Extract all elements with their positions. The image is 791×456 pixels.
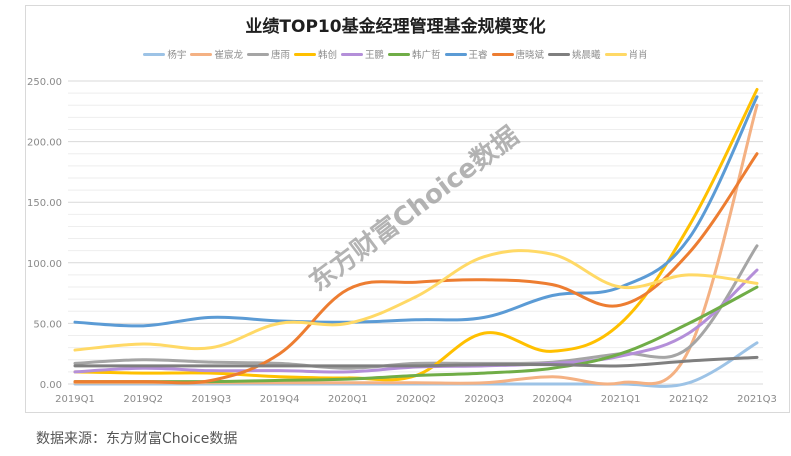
series-line <box>73 95 759 328</box>
legend-item: 韩创 <box>293 47 337 61</box>
data-source-caption: 数据来源：东方财富Choice数据 <box>36 431 238 447</box>
legend-item: 姚晨曦 <box>548 47 601 61</box>
y-tick-label: 0.00 <box>40 380 62 391</box>
legend-label: 韩广哲 <box>412 50 441 61</box>
legend-label: 杨宇 <box>167 50 187 61</box>
legend-label: 肖肖 <box>628 50 648 61</box>
series-line <box>73 249 759 352</box>
legend-swatch <box>548 52 571 56</box>
watermark: 东方财富Choice数据 <box>304 120 525 297</box>
series-line <box>73 87 759 382</box>
legend-item: 韩广哲 <box>388 47 441 61</box>
y-tick-label: 100.00 <box>27 259 62 270</box>
legend-swatch <box>340 52 363 56</box>
series-line <box>73 244 759 370</box>
legend-swatch <box>143 52 166 56</box>
legend-label: 王睿 <box>468 50 488 61</box>
legend-swatch <box>293 52 316 56</box>
legend-label: 王鹏 <box>364 50 384 61</box>
legend-label: 唐晓斌 <box>515 50 545 61</box>
legend-swatch <box>388 52 410 56</box>
legend-swatch <box>491 52 514 56</box>
legend-item: 唐晓斌 <box>491 47 545 61</box>
x-tick-label: 2020Q1 <box>328 394 368 405</box>
x-tick-label: 2021Q1 <box>601 394 641 405</box>
y-tick-label: 150.00 <box>27 198 62 209</box>
legend-swatch <box>190 52 213 56</box>
legend-swatch <box>604 52 627 56</box>
legend-label: 唐雨 <box>270 50 290 61</box>
x-tick-label: 2020Q4 <box>533 394 573 405</box>
legend-item: 杨宇 <box>143 47 186 61</box>
chart-title: 业绩TOP10基金经理管理基金规模变化 <box>245 17 546 37</box>
legend-item: 王睿 <box>444 47 488 61</box>
x-tick-label: 2020Q3 <box>464 394 504 405</box>
x-tick-label: 2019Q2 <box>123 394 163 405</box>
x-tick-label: 2021Q3 <box>737 394 777 405</box>
y-tick-label: 200.00 <box>27 138 62 149</box>
series-line <box>73 103 759 386</box>
legend-item: 崔宸龙 <box>190 47 243 61</box>
x-tick-label: 2021Q2 <box>669 394 709 405</box>
x-tick-label: 2019Q4 <box>260 394 300 405</box>
chart-legend: 杨宇 崔宸龙 唐雨 韩创 王鹏 韩广哲 王睿 唐晓斌 姚晨曦 肖肖 <box>0 47 791 61</box>
x-tick-label: 2020Q2 <box>396 394 436 405</box>
legend-swatch <box>246 52 269 56</box>
series-line <box>73 355 759 368</box>
x-tick-label: 2019Q3 <box>192 394 232 405</box>
y-tick-label: 50.00 <box>33 319 62 330</box>
legend-item: 王鹏 <box>340 47 384 61</box>
series-line <box>73 152 759 385</box>
legend-item: 唐雨 <box>246 47 290 61</box>
legend-item: 肖肖 <box>604 47 648 61</box>
legend-label: 崔宸龙 <box>214 50 243 61</box>
legend-swatch <box>444 52 467 56</box>
x-tick-label: 2019Q1 <box>55 394 95 405</box>
legend-label: 韩创 <box>317 50 337 61</box>
y-tick-label: 250.00 <box>27 77 62 88</box>
legend-label: 姚晨曦 <box>572 50 601 61</box>
